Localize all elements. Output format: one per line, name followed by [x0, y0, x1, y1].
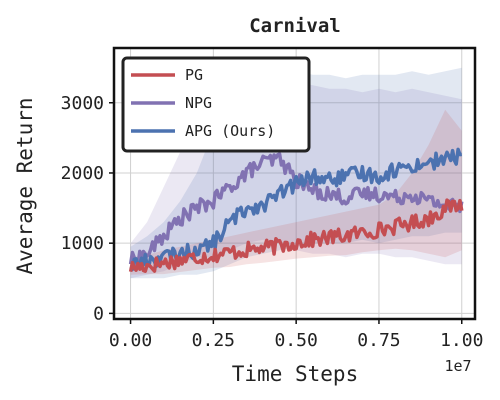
x-tick-label: 1.00: [440, 330, 483, 351]
x-axis-offset-label: 1e7: [444, 357, 471, 375]
line-layer: [128, 147, 464, 273]
legend: PG NPG APG (Ours): [121, 56, 311, 153]
x-tick-label: 0.25: [192, 330, 235, 351]
y-axis-label: Average Return: [13, 97, 37, 274]
x-axis-label: Time Steps: [232, 362, 358, 386]
x-tick-label: 0.50: [274, 330, 317, 351]
y-tick-label: 0: [93, 303, 104, 324]
pg-series-line: [128, 198, 464, 273]
y-tick-label: 3000: [61, 93, 104, 114]
x-tick-label: 0.75: [357, 330, 400, 351]
npg-series-line: [128, 152, 464, 268]
legend-label-pg: PG: [185, 66, 203, 84]
legend-label-npg: NPG: [185, 94, 212, 112]
y-axis-ticks: 0 1000 2000 3000: [61, 93, 114, 324]
chart-title: Carnival: [249, 15, 341, 37]
x-tick-label: 0.00: [109, 330, 152, 351]
y-tick-label: 1000: [61, 233, 104, 254]
legend-label-apg-ours: APG (Ours): [185, 122, 275, 140]
legend-frame: [121, 56, 311, 153]
x-axis-ticks: 0.00 0.25 0.50 0.75 1.00: [109, 319, 483, 351]
plot-frame: [112, 46, 477, 321]
y-tick-label: 2000: [61, 163, 104, 184]
